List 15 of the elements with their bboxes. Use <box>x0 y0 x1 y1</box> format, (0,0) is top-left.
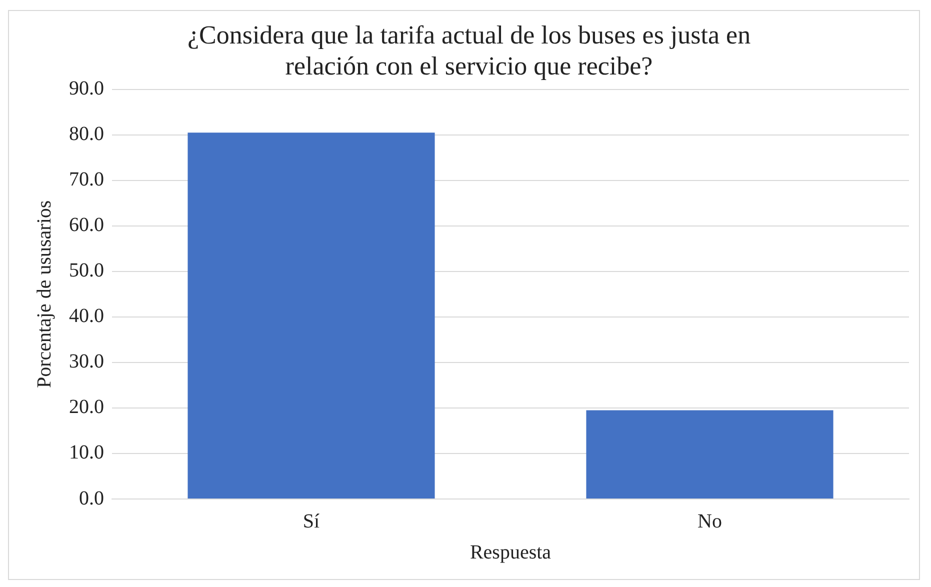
y-axis-title: Porcentaje de ususarios <box>33 200 56 388</box>
y-tick-label: 70.0 <box>69 168 104 191</box>
y-tick-label: 40.0 <box>69 305 104 328</box>
y-tick-label: 90.0 <box>69 78 104 100</box>
x-tick-label: Sí <box>302 510 320 532</box>
chart-title: ¿Considera que la tarifa actual de los buses es justa en relación con el servicio que recibe? <box>187 20 751 81</box>
y-tick-label: 0.0 <box>79 487 104 510</box>
y-tick-label: 20.0 <box>69 396 104 418</box>
y-tick-label: 50.0 <box>69 260 104 282</box>
x-tick-label: No <box>698 510 722 532</box>
y-tick-label: 60.0 <box>69 214 104 236</box>
x-axis-title: Respuesta <box>470 541 552 564</box>
y-tick-label: 10.0 <box>69 442 104 464</box>
y-tick-label: 80.0 <box>69 123 104 146</box>
y-tick-label: 30.0 <box>69 350 104 373</box>
